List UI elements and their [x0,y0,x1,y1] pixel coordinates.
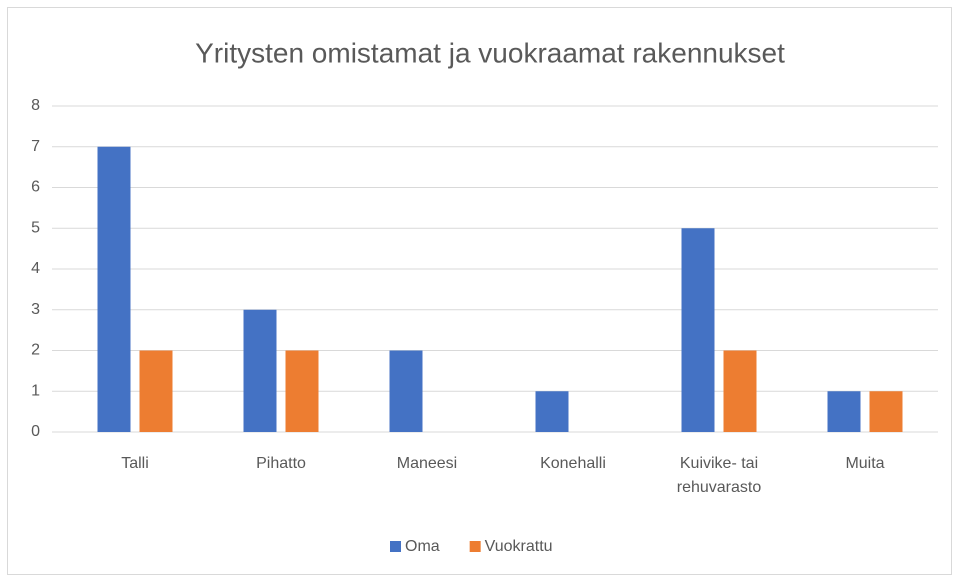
x-tick-label: Konehalli [540,455,606,472]
x-tick-label: Maneesi [397,455,457,472]
y-tick-label: 8 [31,97,40,114]
legend-label: Vuokrattu [485,538,553,555]
y-tick-label: 7 [31,138,40,155]
y-tick-label: 2 [31,342,40,359]
legend-swatch [390,541,401,552]
chart-title: Yritysten omistamat ja vuokraamat rakenn… [195,37,785,68]
y-tick-label: 4 [31,260,40,277]
bar [139,350,173,432]
chart-border [7,7,952,575]
x-tick-label: Muita [845,455,884,472]
bar [827,391,861,432]
bar [869,391,903,432]
x-tick-label: Kuivike- tai rehuvarasto [677,455,762,496]
x-tick-label: Pihatto [256,455,306,472]
y-tick-label: 0 [31,423,40,440]
x-tick-label: Talli [121,455,149,472]
y-tick-label: 1 [31,382,40,399]
bar [681,228,715,432]
legend-label: Oma [405,538,440,555]
legend-swatch [469,541,481,552]
bar [97,146,131,432]
bar [535,391,569,432]
y-tick-label: 5 [31,219,40,236]
y-tick-label: 6 [31,179,40,196]
bar [389,350,423,432]
bar [243,309,277,432]
bar [723,350,757,432]
y-tick-label: 3 [31,301,40,318]
bar [285,350,319,432]
